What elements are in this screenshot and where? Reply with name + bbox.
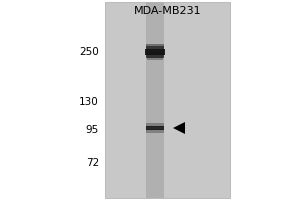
Text: MDA-MB231: MDA-MB231: [134, 6, 201, 16]
Bar: [146, 123, 164, 127]
Bar: [146, 129, 164, 133]
Polygon shape: [173, 122, 185, 134]
Bar: [147, 54, 163, 60]
Bar: [146, 52, 164, 58]
Bar: [105, 2, 230, 198]
Bar: [146, 46, 164, 52]
Text: 250: 250: [79, 47, 99, 57]
Bar: [146, 2, 164, 198]
Bar: [146, 44, 164, 50]
Bar: [146, 126, 164, 130]
Text: 72: 72: [86, 158, 99, 168]
Text: 95: 95: [86, 125, 99, 135]
Bar: [145, 49, 165, 55]
Text: 130: 130: [79, 97, 99, 107]
